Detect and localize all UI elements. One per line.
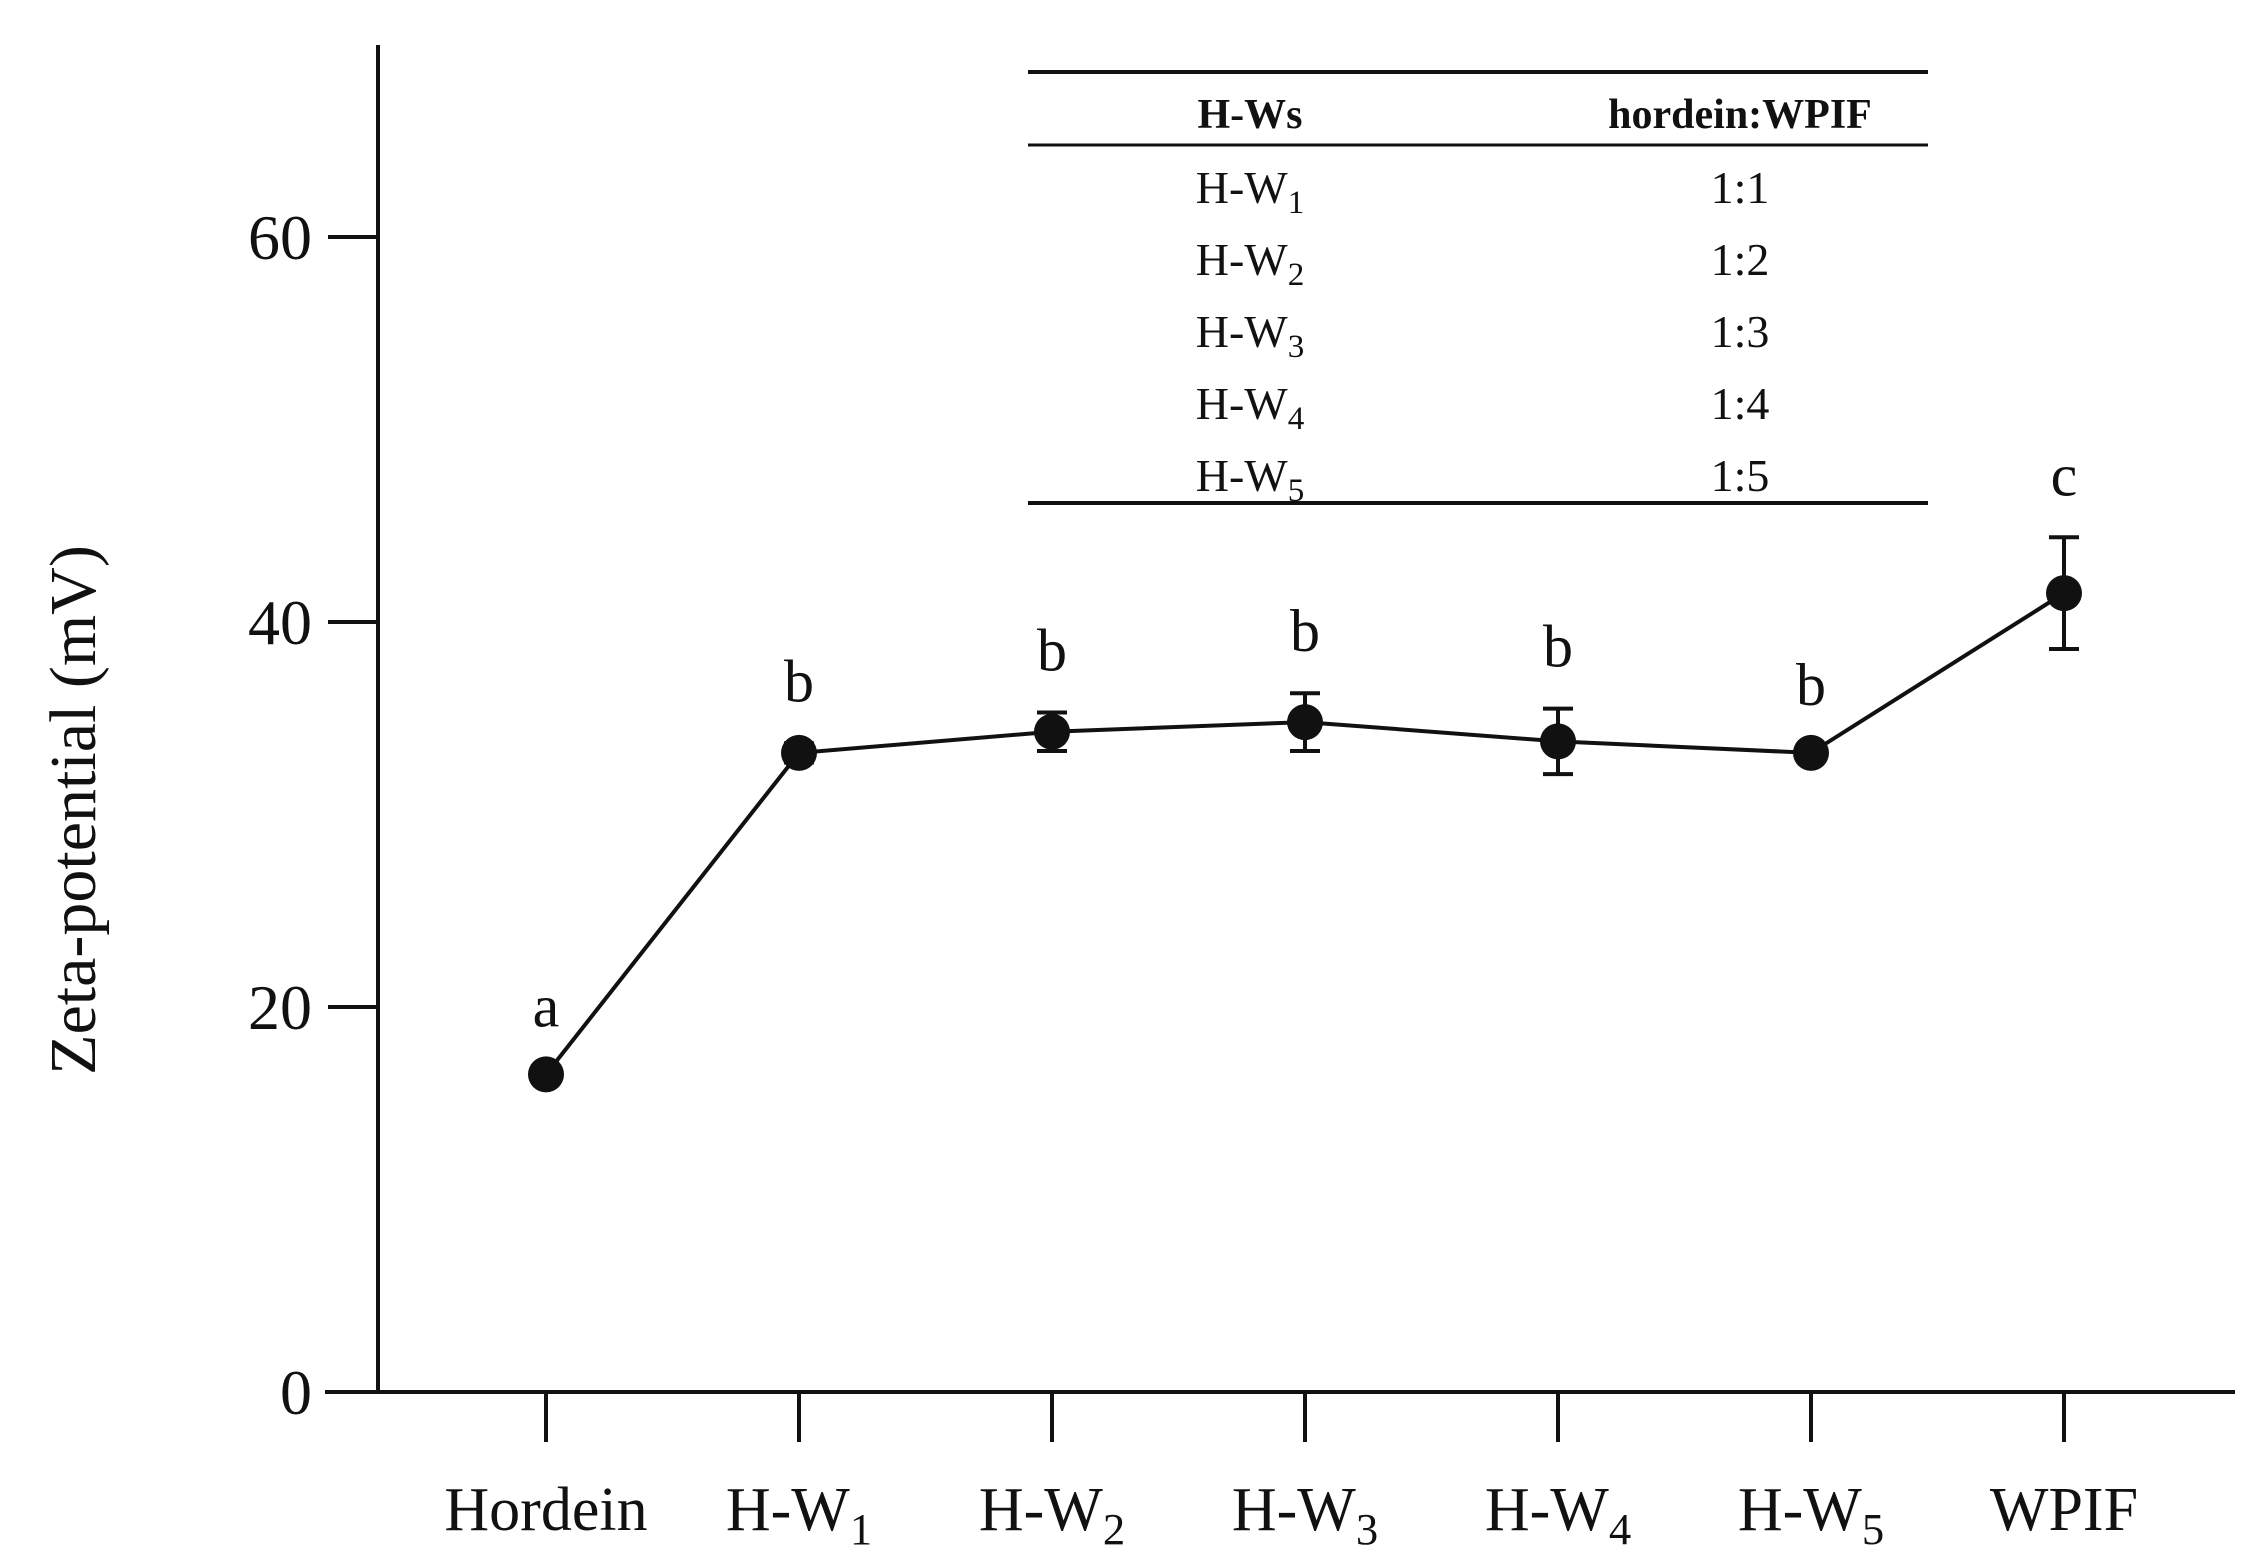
significance-labels: a b b b b b c xyxy=(533,442,2078,1039)
y-tick-label: 60 xyxy=(248,202,312,273)
significance-letter: c xyxy=(2051,442,2078,508)
table-header-name: H-Ws xyxy=(1198,92,1303,138)
y-tick-label: 40 xyxy=(248,587,312,658)
x-tick-label: Hordein xyxy=(444,1476,647,1544)
table-cell-name: H-W3 xyxy=(1196,306,1305,365)
x-tick-label: H-W4 xyxy=(1485,1476,1631,1554)
significance-letter: b xyxy=(1037,617,1067,683)
table-cell-name: H-W5 xyxy=(1196,450,1305,509)
x-tick-label: H-W3 xyxy=(1232,1476,1378,1554)
series-line xyxy=(544,591,2066,1076)
table-header-ratio: hordein:WPIF xyxy=(1608,92,1872,138)
data-point xyxy=(1540,723,1576,760)
x-tick-label: H-W2 xyxy=(979,1476,1125,1554)
table-cell-ratio: 1:2 xyxy=(1711,234,1770,285)
x-axis-ticks: Hordein H-W1 H-W2 H-W3 H-W4 H-W5 WPIF xyxy=(444,1392,2138,1554)
inset-ratio-table: H-Ws hordein:WPIF H-W1 1:1 H-W2 1:2 H-W3 1:3 H-W… xyxy=(1028,70,1928,509)
data-point xyxy=(1287,704,1323,741)
table-cell-name: H-W4 xyxy=(1196,378,1305,437)
significance-letter: b xyxy=(1290,598,1320,664)
axes xyxy=(325,45,2235,1394)
data-points xyxy=(528,575,2082,1093)
table-cell-name: H-W2 xyxy=(1196,234,1305,293)
significance-letter: b xyxy=(1796,652,1826,718)
data-point xyxy=(1793,734,1829,771)
x-tick-label: H-W5 xyxy=(1738,1476,1884,1554)
x-tick-label: WPIF xyxy=(1990,1476,2138,1544)
x-tick-label: H-W1 xyxy=(726,1476,872,1554)
table-cell-ratio: 1:5 xyxy=(1711,450,1770,501)
significance-letter: a xyxy=(533,974,560,1040)
data-point xyxy=(1034,713,1070,750)
significance-letter: b xyxy=(784,648,814,714)
data-point xyxy=(2046,575,2082,612)
data-point xyxy=(528,1056,564,1093)
y-tick-label: 20 xyxy=(248,972,312,1043)
table-cell-ratio: 1:4 xyxy=(1711,378,1770,429)
table-cell-ratio: 1:1 xyxy=(1711,162,1770,213)
series-polyline xyxy=(544,591,2066,1076)
table-cell-name: H-W1 xyxy=(1196,162,1305,221)
y-axis-title: Zeta-potential (mV) xyxy=(37,545,110,1075)
y-axis-ticks: 0 20 40 60 xyxy=(248,202,378,1428)
data-point xyxy=(781,734,817,771)
significance-letter: b xyxy=(1543,614,1573,680)
y-tick-label: 0 xyxy=(280,1357,312,1428)
table-cell-ratio: 1:3 xyxy=(1711,306,1770,357)
